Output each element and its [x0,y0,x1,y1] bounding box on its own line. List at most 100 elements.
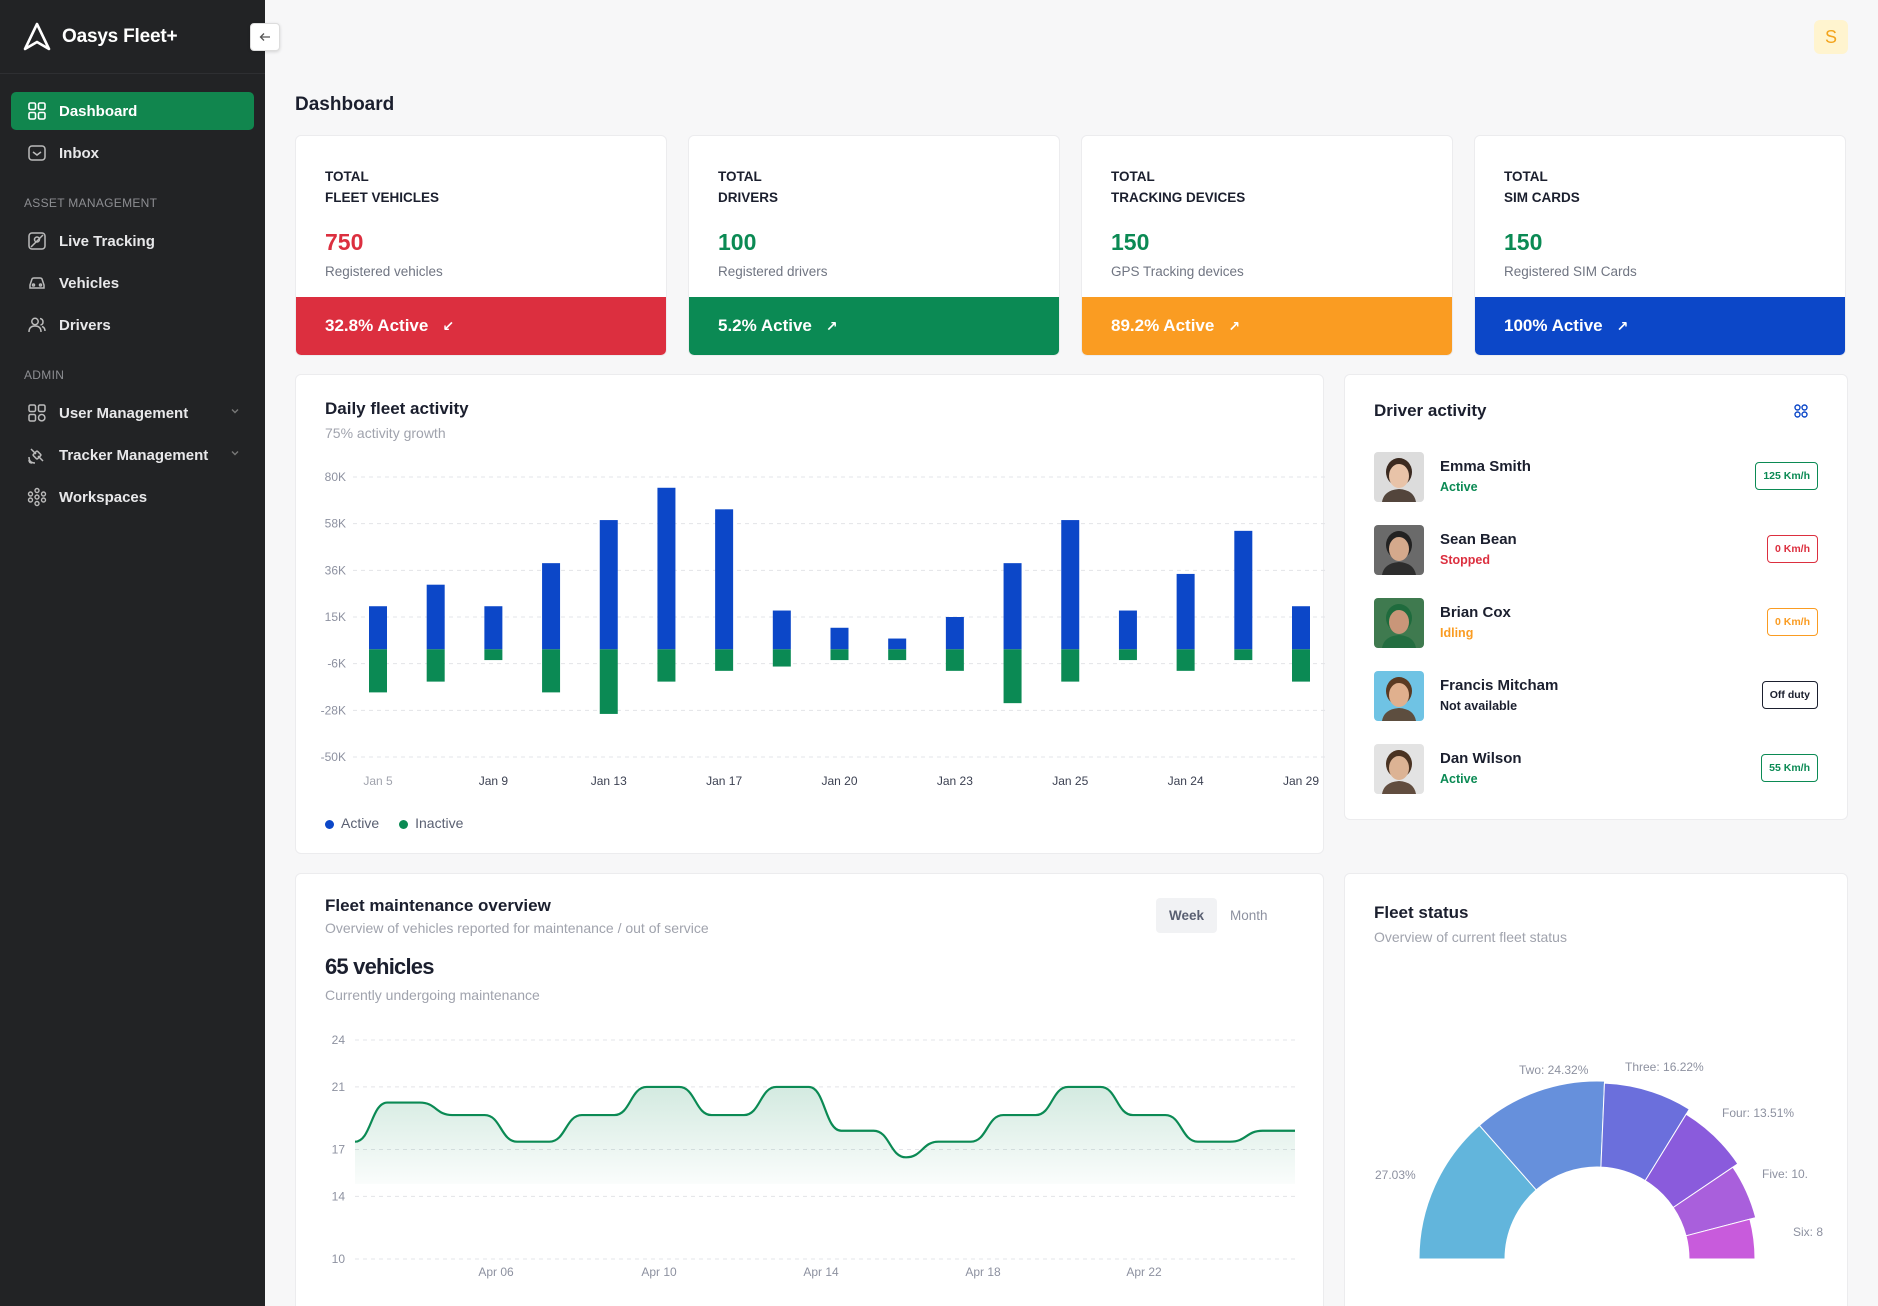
section-asset-management: ASSET MANAGEMENT [24,196,158,210]
user-avatar[interactable]: S [1814,20,1848,54]
bar-inactive[interactable] [830,649,849,661]
fleet-status-chart: 27.03% Two: 24.32% Three: 16.22% Four: 13.5… [1375,1060,1823,1260]
bar-inactive[interactable] [1292,649,1310,682]
sidebar-item-label: User Management [59,404,189,422]
bar-inactive[interactable] [484,649,503,661]
x-tick-label: Apr 18 [965,1265,1001,1279]
bar-active[interactable] [888,638,907,650]
bar-active[interactable] [599,520,618,650]
workspaces-icon [27,487,47,507]
app-name: Oasys Fleet+ [62,25,178,47]
stat-active-bar[interactable]: 89.2% Active ↗ [1082,297,1452,355]
area-fill [355,1086,1295,1184]
driver-row[interactable]: Dan Wilson Active 55 Km/h [1374,744,1818,796]
bar-active[interactable] [1292,606,1310,650]
bar-inactive[interactable] [426,649,445,682]
bar-active[interactable] [1003,563,1022,650]
sidebar-item-dashboard[interactable]: Dashboard [11,92,254,130]
bar-inactive[interactable] [715,649,734,671]
stat-value: 150 [1504,229,1543,255]
bar-active[interactable] [484,606,503,650]
bar-active[interactable] [772,610,791,650]
stat-card-tracking-devices: TOTAL TRACKING DEVICES 150 GPS Tracking d… [1081,135,1453,356]
pie-slice[interactable] [1644,1113,1739,1209]
bar-inactive[interactable] [599,649,618,714]
sidebar-item-vehicles[interactable]: Vehicles [11,264,254,302]
driver-name: Brian Cox [1440,604,1511,621]
bar-active[interactable] [715,509,734,650]
y-tick-label: -6K [327,657,346,671]
driver-row[interactable]: Brian Cox Idling 0 Km/h [1374,598,1818,650]
sidebar-item-user-management[interactable]: User Management [11,394,254,432]
bar-inactive[interactable] [542,649,561,693]
bar-inactive[interactable] [1234,649,1253,661]
x-tick-label: Jan 20 [821,774,857,788]
bar-active[interactable] [1118,610,1137,650]
y-tick-label: 17 [332,1143,346,1157]
sidebar-item-label: Workspaces [59,488,148,506]
toggle-month[interactable]: Month [1230,908,1268,923]
driver-row[interactable]: Sean Bean Stopped 0 Km/h [1374,525,1818,577]
bar-inactive[interactable] [1118,649,1137,661]
map-pin-icon [28,232,46,250]
sidebar-item-live-tracking[interactable]: Live Tracking [11,222,254,260]
bar-active[interactable] [369,606,387,650]
pie-slice[interactable] [1600,1082,1690,1182]
panel-subtitle: Overview of vehicles reported for mainte… [325,920,709,936]
sidebar-item-tracker-management[interactable]: Tracker Management [11,436,254,474]
legend-active[interactable]: Active [325,815,379,831]
stat-value: 750 [325,229,364,255]
bar-active[interactable] [1176,573,1195,650]
sidebar-item-drivers[interactable]: Drivers [11,306,254,344]
arrow-down-left-icon: ↙ [442,317,455,334]
pie-slice[interactable] [1478,1080,1606,1191]
stat-value: 150 [1111,229,1150,255]
satellite-icon [28,448,44,464]
y-tick-label: 10 [332,1252,346,1266]
pie-slice[interactable] [1685,1218,1756,1260]
bar-active[interactable] [542,563,561,650]
collapse-sidebar-button[interactable] [250,23,280,51]
bar-active[interactable] [1234,530,1253,650]
stat-active-bar[interactable]: 32.8% Active ↙ [296,297,666,355]
pie-slice[interactable] [1672,1166,1757,1237]
driver-status: Idling [1440,626,1474,640]
bar-active[interactable] [426,584,445,650]
brand[interactable]: Oasys Fleet+ [0,0,265,74]
bar-inactive[interactable] [1003,649,1022,704]
user-grid-icon [28,404,46,422]
speed-badge: Off duty [1761,681,1818,709]
sidebar-item-label: Live Tracking [59,232,155,250]
panel-subtitle: Overview of current fleet status [1374,929,1567,945]
y-tick-label: 21 [332,1080,346,1094]
sidebar-item-inbox[interactable]: Inbox [11,134,254,172]
stat-active-bar[interactable]: 100% Active ↗ [1475,297,1845,355]
maintenance-line[interactable] [354,1085,1295,1159]
legend-inactive[interactable]: Inactive [399,815,463,831]
x-tick-label: Apr 22 [1126,1265,1162,1279]
bar-inactive[interactable] [772,649,791,667]
panel-subtitle: 75% activity growth [325,425,446,441]
bar-active[interactable] [657,487,676,650]
x-tick-label: Jan 5 [363,774,393,788]
slice-label: Six: 8 [1793,1225,1823,1239]
bar-inactive[interactable] [888,649,907,661]
inbox-icon [28,145,46,161]
bar-active[interactable] [830,627,849,650]
bar-inactive[interactable] [1176,649,1195,671]
bar-active[interactable] [1061,520,1080,650]
x-tick-label: Jan 29 [1283,774,1319,788]
driver-row[interactable]: Francis Mitcham Not available Off duty [1374,671,1818,723]
bar-inactive[interactable] [657,649,676,682]
bar-inactive[interactable] [945,649,964,671]
bar-active[interactable] [945,617,964,650]
y-tick-label: 15K [325,610,346,624]
grid-icon[interactable] [1793,403,1809,419]
driver-photo [1374,452,1424,502]
toggle-week[interactable]: Week [1156,898,1218,933]
bar-inactive[interactable] [369,649,387,693]
driver-row[interactable]: Emma Smith Active 125 Km/h [1374,452,1818,504]
stat-active-bar[interactable]: 5.2% Active ↗ [689,297,1059,355]
bar-inactive[interactable] [1061,649,1080,682]
sidebar-item-workspaces[interactable]: Workspaces [11,478,254,516]
